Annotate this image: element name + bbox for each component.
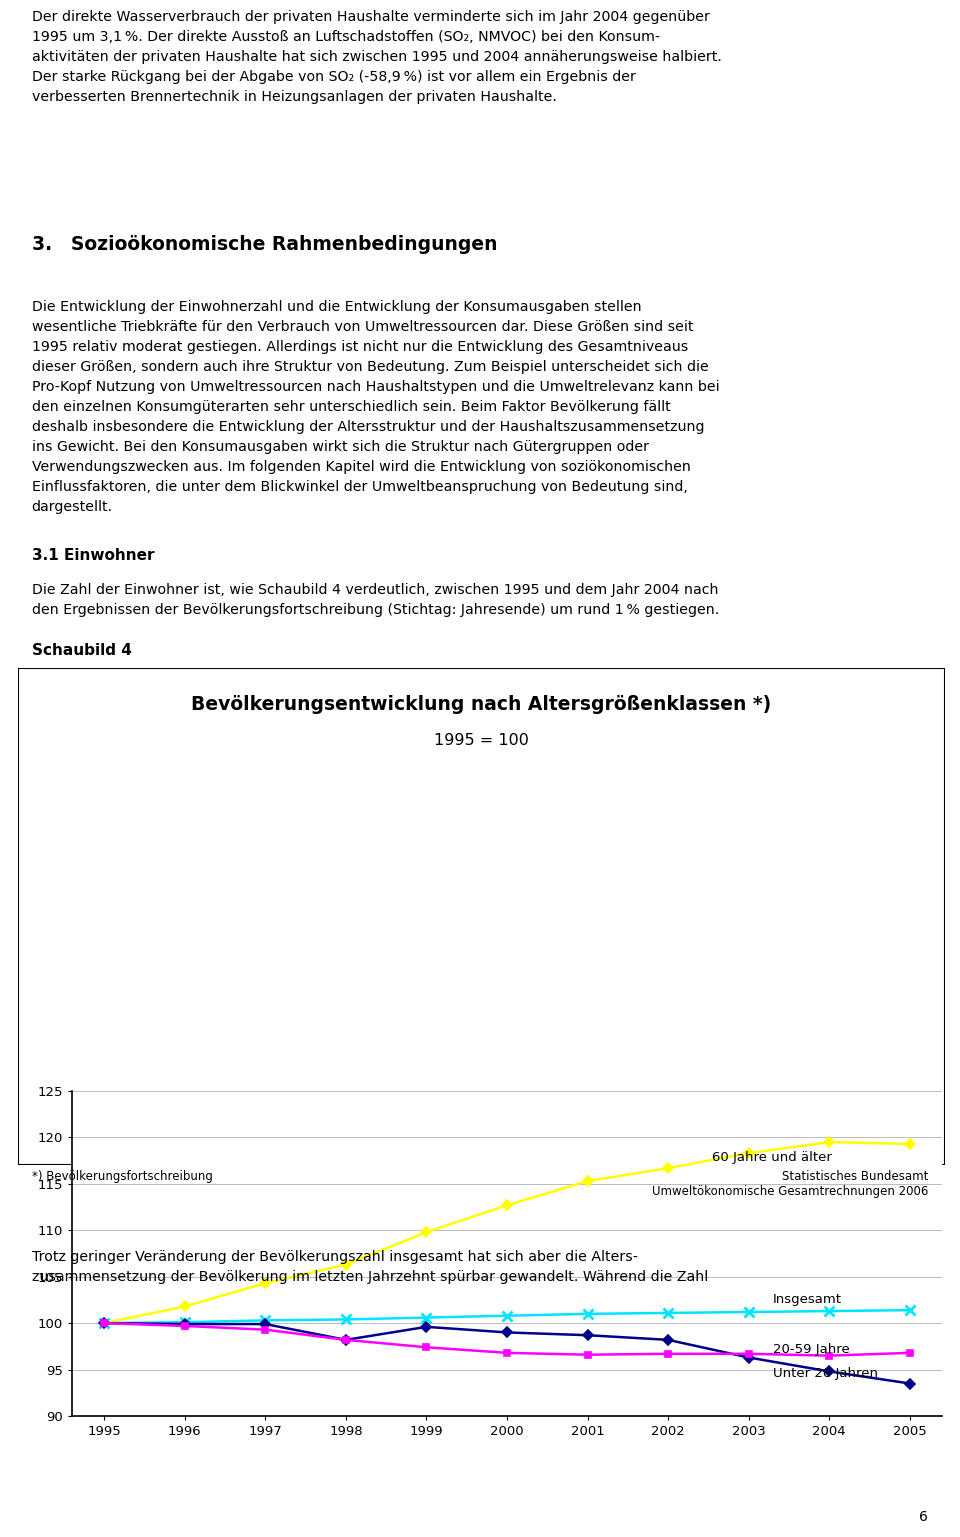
60 Jahre und älter [501, 1196, 513, 1214]
Unter 20 Jahren [340, 1331, 351, 1349]
20-59 Jahre [99, 1314, 110, 1333]
Unter 20 Jahren [904, 1343, 916, 1362]
Insgesamt [179, 1313, 190, 1331]
60 Jahre und älter [904, 1134, 916, 1153]
Text: *) Bevölkerungsfortschreibung: *) Bevölkerungsfortschreibung [32, 1170, 212, 1183]
60 Jahre und älter [99, 1314, 110, 1333]
Insgesamt [420, 1308, 432, 1326]
Text: deshalb insbesondere die Entwicklung der Altersstruktur und der Haushaltszusamme: deshalb insbesondere die Entwicklung der… [32, 420, 705, 433]
Text: Pro-Kopf Nutzung von Umweltressourcen nach Haushaltstypen und die Umweltrelevanz: Pro-Kopf Nutzung von Umweltressourcen na… [32, 380, 719, 393]
Line: Unter 20 Jahren: Unter 20 Jahren [101, 1320, 913, 1359]
Insgesamt [904, 1300, 916, 1319]
Text: Verwendungszwecken aus. Im folgenden Kapitel wird die Entwicklung von soziökonom: Verwendungszwecken aus. Im folgenden Kap… [32, 460, 690, 473]
Text: den einzelnen Konsumgüterarten sehr unterschiedlich sein. Beim Faktor Bevölkerun: den einzelnen Konsumgüterarten sehr unte… [32, 400, 670, 413]
60 Jahre und älter [824, 1133, 835, 1151]
Text: Bevölkerungsentwicklung nach Altersgrößenklassen *): Bevölkerungsentwicklung nach Altersgröße… [191, 695, 772, 715]
60 Jahre und älter [743, 1144, 755, 1162]
Text: 1995 = 100: 1995 = 100 [434, 733, 529, 749]
Text: 6: 6 [920, 1509, 928, 1525]
Line: 20-59 Jahre: 20-59 Jahre [101, 1320, 913, 1386]
20-59 Jahre [904, 1374, 916, 1393]
Text: 1995 um 3,1 %. Der direkte Ausstoß an Luftschadstoffen (SO₂, NMVOC) bei den Kons: 1995 um 3,1 %. Der direkte Ausstoß an Lu… [32, 31, 660, 45]
60 Jahre und älter [179, 1297, 190, 1316]
Text: Unter 20 Jahren: Unter 20 Jahren [773, 1366, 877, 1380]
Text: 60 Jahre und älter: 60 Jahre und älter [712, 1151, 832, 1165]
Text: Der starke Rückgang bei der Abgabe von SO₂ (-58,9 %) ist vor allem ein Ergebnis : Der starke Rückgang bei der Abgabe von S… [32, 71, 636, 85]
20-59 Jahre [420, 1317, 432, 1336]
Text: Die Zahl der Einwohner ist, wie Schaubild 4 verdeutlich, zwischen 1995 und dem J: Die Zahl der Einwohner ist, wie Schaubil… [32, 583, 718, 596]
Text: aktivitäten der privaten Haushalte hat sich zwischen 1995 und 2004 annäherungswe: aktivitäten der privaten Haushalte hat s… [32, 51, 722, 65]
20-59 Jahre [582, 1326, 593, 1345]
Unter 20 Jahren [259, 1320, 271, 1339]
Line: Insgesamt: Insgesamt [100, 1305, 915, 1328]
Unter 20 Jahren [420, 1339, 432, 1357]
Unter 20 Jahren [662, 1345, 674, 1363]
Text: Der direkte Wasserverbrauch der privaten Haushalte verminderte sich im Jahr 2004: Der direkte Wasserverbrauch der privaten… [32, 11, 709, 25]
Line: 60 Jahre und älter: 60 Jahre und älter [101, 1139, 913, 1326]
Insgesamt [340, 1310, 351, 1328]
20-59 Jahre [501, 1323, 513, 1342]
Insgesamt [259, 1311, 271, 1330]
60 Jahre und älter [340, 1256, 351, 1274]
20-59 Jahre [179, 1314, 190, 1333]
Text: dieser Größen, sondern auch ihre Struktur von Bedeutung. Zum Beispiel unterschei: dieser Größen, sondern auch ihre Struktu… [32, 360, 708, 373]
20-59 Jahre [824, 1362, 835, 1380]
Unter 20 Jahren [824, 1346, 835, 1365]
Unter 20 Jahren [179, 1317, 190, 1336]
Unter 20 Jahren [99, 1314, 110, 1333]
Text: 1995 relativ moderat gestiegen. Allerdings ist nicht nur die Entwicklung des Ges: 1995 relativ moderat gestiegen. Allerdin… [32, 340, 688, 354]
60 Jahre und älter [420, 1223, 432, 1242]
Text: Insgesamt: Insgesamt [773, 1294, 842, 1306]
Text: 3.1 Einwohner: 3.1 Einwohner [32, 549, 155, 563]
20-59 Jahre [662, 1331, 674, 1349]
Insgesamt [743, 1303, 755, 1322]
60 Jahre und älter [582, 1171, 593, 1190]
Text: zusammensetzung der Bevölkerung im letzten Jahrzehnt spürbar gewandelt. Während : zusammensetzung der Bevölkerung im letzt… [32, 1270, 708, 1283]
Text: Trotz geringer Veränderung der Bevölkerungszahl insgesamt hat sich aber die Alte: Trotz geringer Veränderung der Bevölkeru… [32, 1250, 637, 1263]
Text: Schaubild 4: Schaubild 4 [32, 642, 132, 658]
60 Jahre und älter [259, 1274, 271, 1293]
Text: ins Gewicht. Bei den Konsumausgaben wirkt sich die Struktur nach Gütergruppen od: ins Gewicht. Bei den Konsumausgaben wirk… [32, 440, 649, 453]
Unter 20 Jahren [743, 1345, 755, 1363]
Insgesamt [824, 1302, 835, 1320]
Text: 3. Sozioökonomische Rahmenbedingungen: 3. Sozioökonomische Rahmenbedingungen [32, 235, 497, 254]
Insgesamt [501, 1306, 513, 1325]
Text: Die Entwicklung der Einwohnerzahl und die Entwicklung der Konsumausgaben stellen: Die Entwicklung der Einwohnerzahl und di… [32, 300, 641, 314]
20-59 Jahre [259, 1314, 271, 1333]
Insgesamt [662, 1303, 674, 1322]
Text: wesentliche Triebkräfte für den Verbrauch von Umweltressourcen dar. Diese Größen: wesentliche Triebkräfte für den Verbrauc… [32, 320, 693, 334]
Text: Statistisches Bundesamt
Umweltökonomische Gesamtrechnungen 2006: Statistisches Bundesamt Umweltökonomisch… [652, 1170, 928, 1197]
Unter 20 Jahren [501, 1343, 513, 1362]
Text: den Ergebnissen der Bevölkerungsfortschreibung (Stichtag: Jahresende) um rund 1 : den Ergebnissen der Bevölkerungsfortschr… [32, 603, 719, 616]
20-59 Jahre [743, 1348, 755, 1366]
Text: verbesserten Brennertechnik in Heizungsanlagen der privaten Haushalte.: verbesserten Brennertechnik in Heizungsa… [32, 91, 557, 105]
Text: dargestellt.: dargestellt. [32, 500, 113, 513]
Insgesamt [582, 1305, 593, 1323]
Text: 20-59 Jahre: 20-59 Jahre [773, 1343, 850, 1356]
20-59 Jahre [340, 1331, 351, 1349]
Unter 20 Jahren [582, 1345, 593, 1363]
60 Jahre und älter [662, 1159, 674, 1177]
Text: Einflussfaktoren, die unter dem Blickwinkel der Umweltbeanspruchung von Bedeutun: Einflussfaktoren, die unter dem Blickwin… [32, 480, 687, 493]
Insgesamt [99, 1314, 110, 1333]
